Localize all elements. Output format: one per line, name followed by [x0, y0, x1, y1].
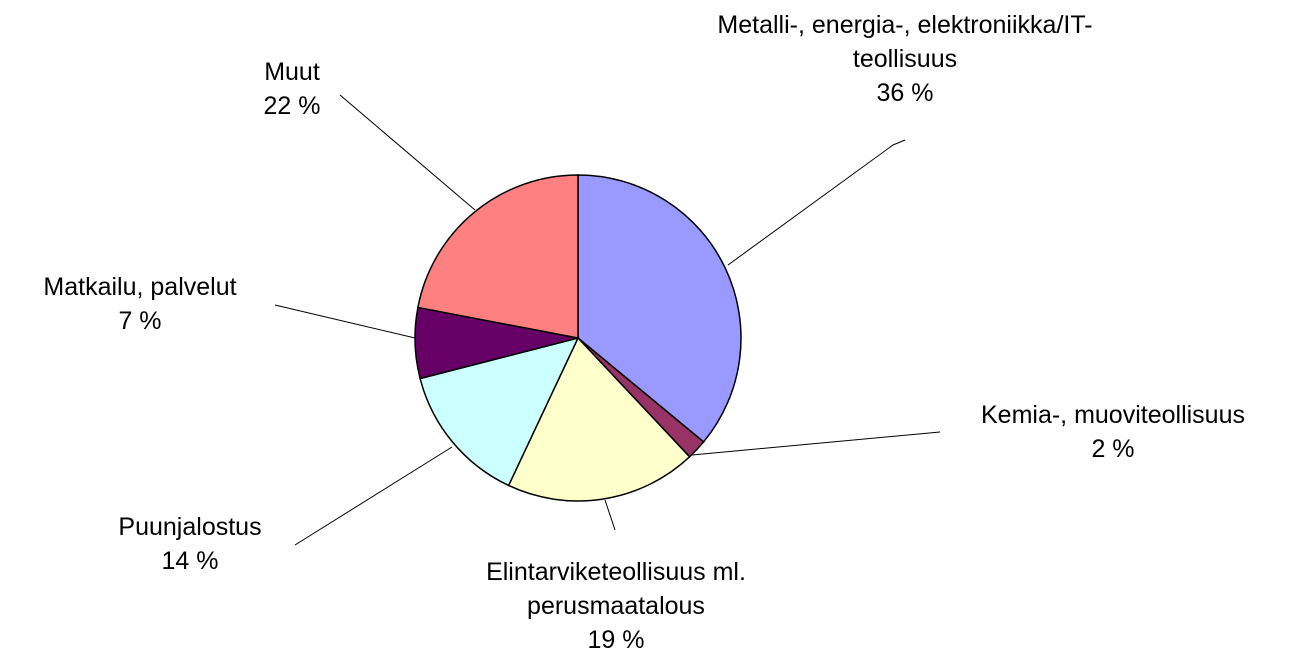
slice-label: Puunjalostus 14 % [90, 510, 290, 578]
value-label: 22 % [263, 92, 321, 120]
slice-label: Kemia-, muoviteollisuus 2 % [923, 398, 1292, 466]
pie-slice [507, 336, 691, 502]
leader-line [691, 431, 941, 456]
category-label: Elintarviketeollisuus ml. perusmaatalous [486, 558, 746, 620]
value-label: 36 % [876, 79, 934, 107]
category-label: Kemia-, muoviteollisuus [981, 401, 1245, 429]
pie-slice [577, 174, 742, 443]
leader-line [727, 139, 906, 266]
leader-line [274, 304, 416, 339]
pie-slice [417, 174, 579, 339]
slice-label: Muut 22 % [217, 55, 367, 123]
value-label: 2 % [1091, 435, 1135, 463]
leader-line [294, 446, 453, 546]
category-label: Matkailu, palvelut [43, 273, 237, 301]
slice-label: Metalli-, energia-, elektroniikka/IT-teo… [710, 8, 1100, 110]
value-label: 14 % [161, 547, 219, 575]
value-label: 19 % [587, 626, 645, 654]
slice-label: Matkailu, palvelut 7 % [0, 270, 290, 338]
category-label: Metalli-, energia-, elektroniikka/IT-teo… [717, 11, 1093, 73]
category-label: Puunjalostus [118, 513, 262, 541]
slice-label: Elintarviketeollisuus ml. perusmaatalous… [431, 555, 801, 657]
category-label: Muut [264, 58, 320, 86]
value-label: 7 % [118, 307, 162, 335]
leader-line [339, 94, 476, 211]
leader-line [604, 499, 616, 531]
pie-slice [419, 336, 580, 487]
